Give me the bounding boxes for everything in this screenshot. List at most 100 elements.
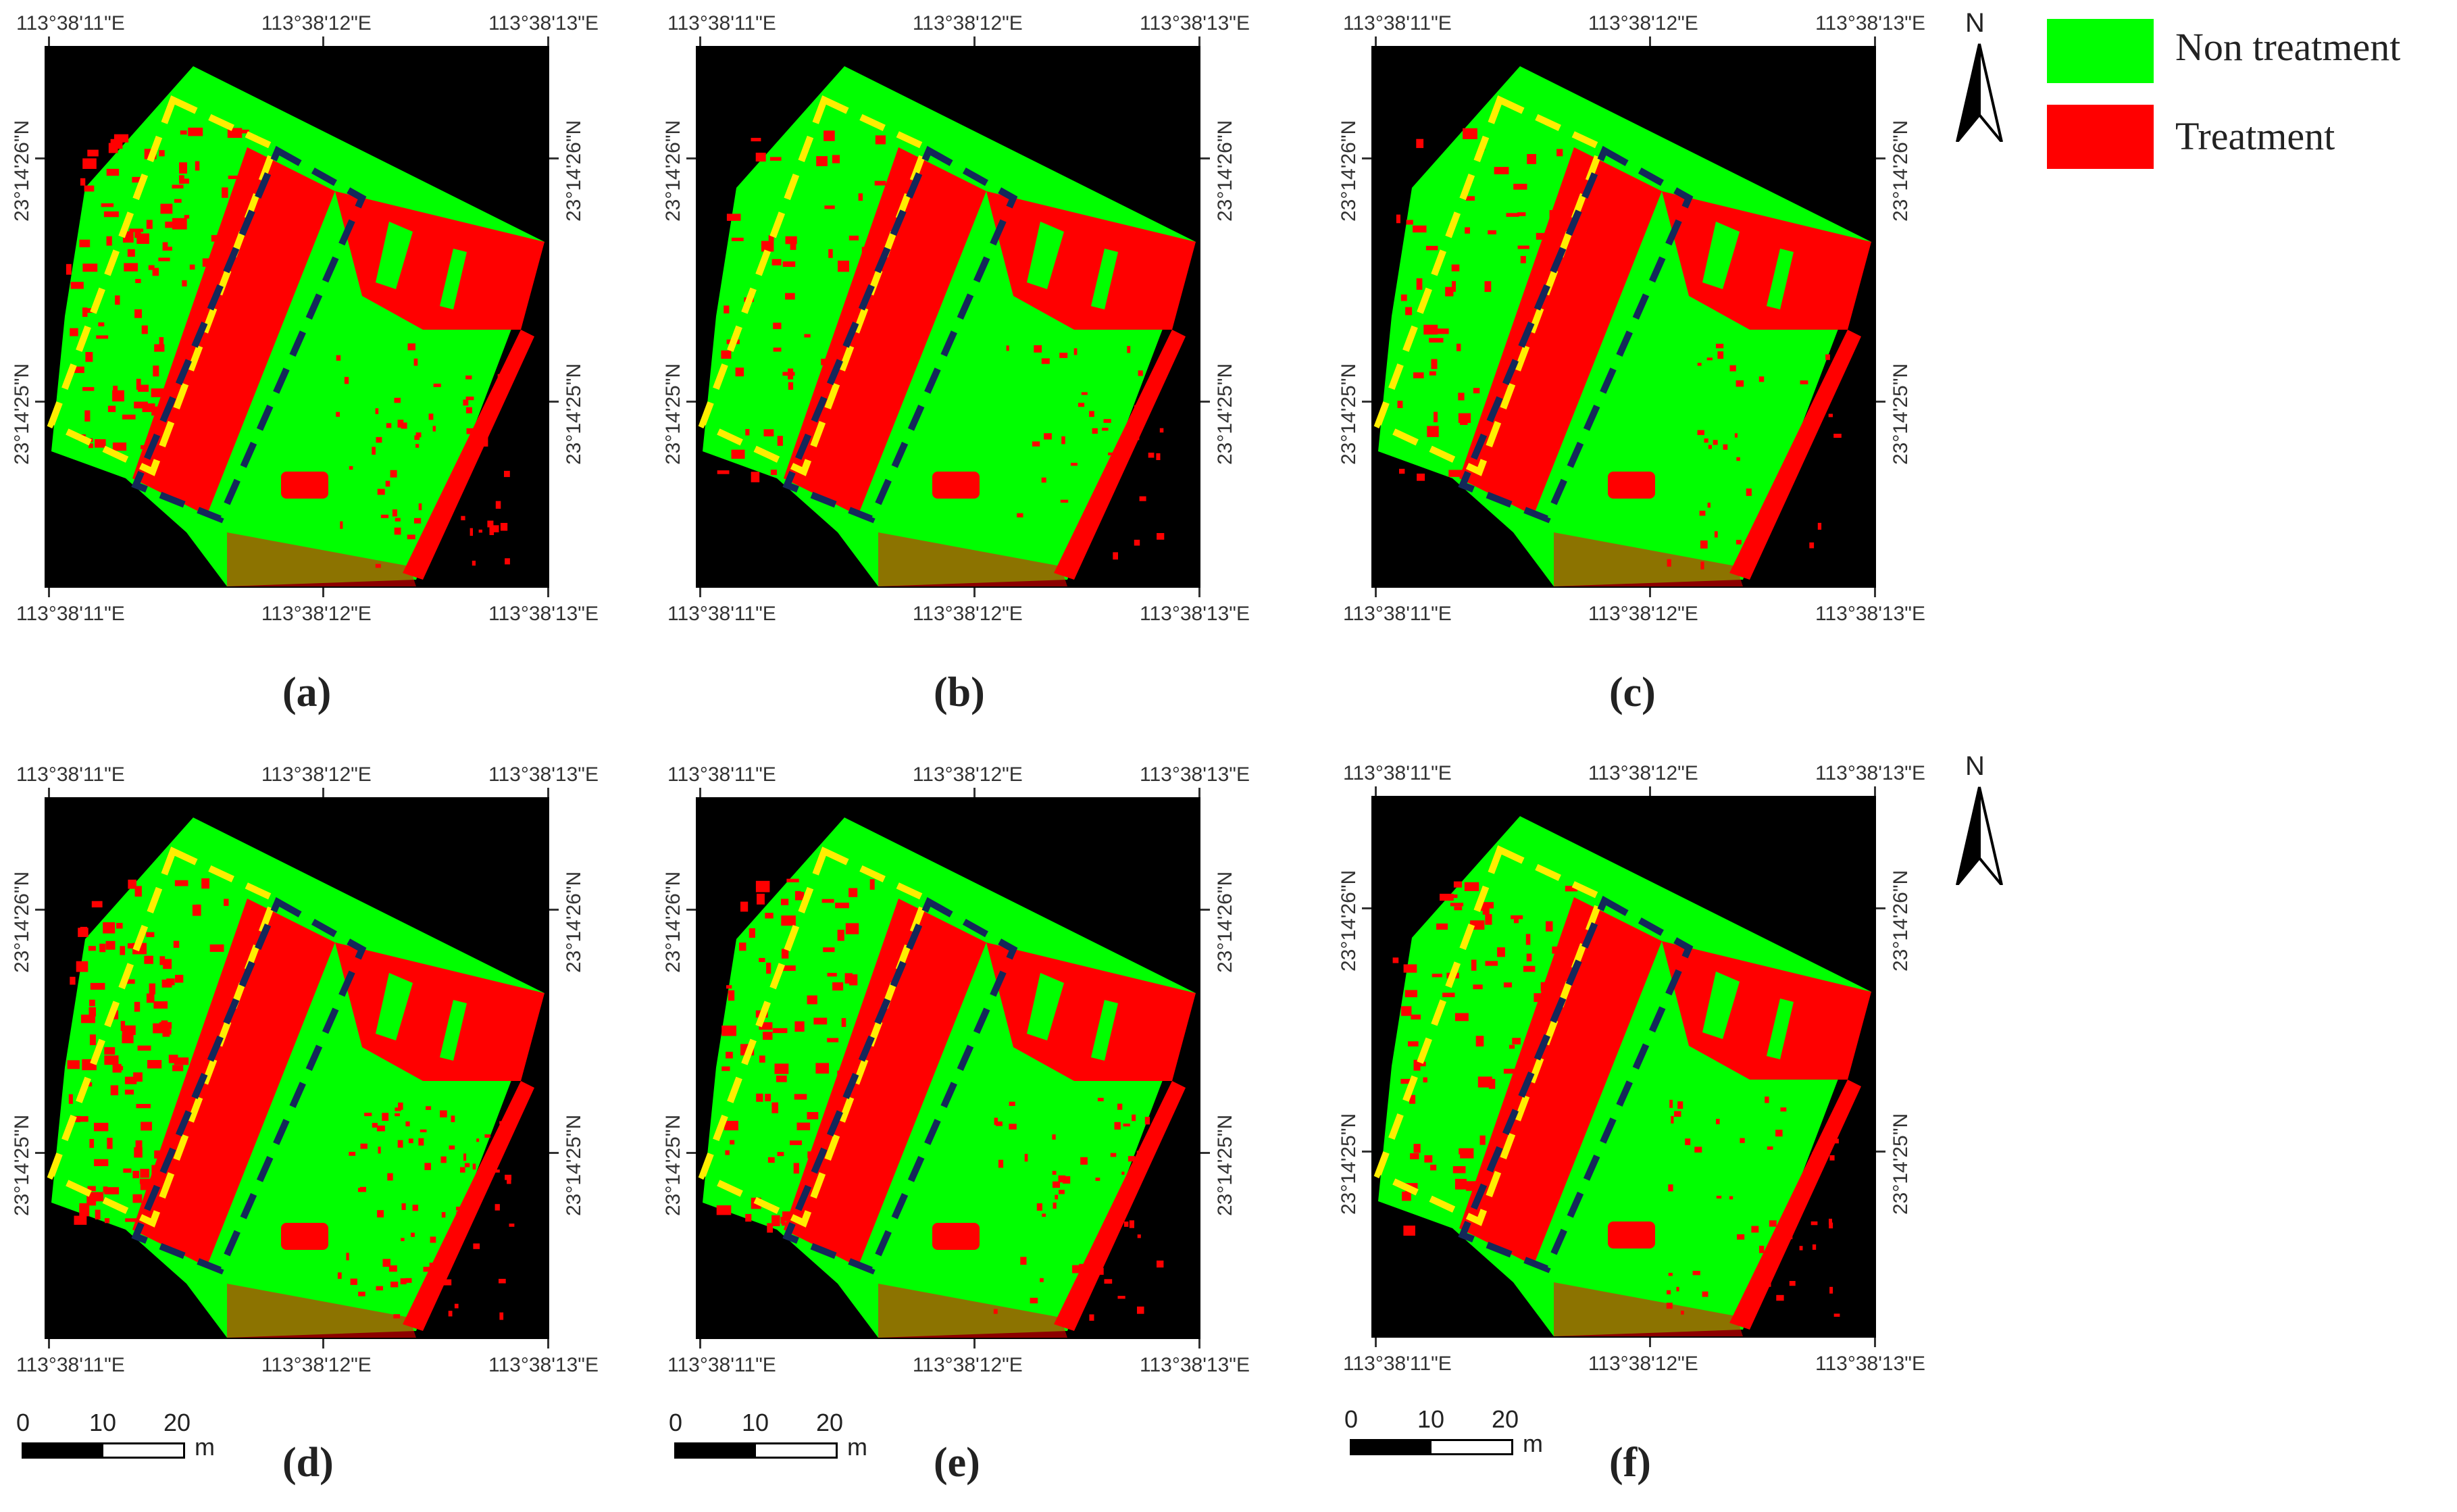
treatment-speckle — [1034, 345, 1042, 353]
treatment-speckle — [226, 997, 236, 1005]
treatment-speckle — [129, 228, 144, 232]
treatment-speckle — [382, 1259, 390, 1267]
treatment-speckle — [1523, 965, 1536, 972]
treatment-speckle — [1520, 255, 1526, 263]
treatment-speckle — [134, 401, 148, 409]
treatment-speckle — [141, 445, 148, 449]
treatment-speckle — [89, 1034, 96, 1045]
panel-caption: (d) — [282, 1440, 334, 1486]
treatment-speckle — [191, 1154, 199, 1165]
treatment-speckle — [146, 220, 153, 229]
graticule-tick — [35, 157, 45, 159]
treatment-speckle — [337, 1272, 342, 1279]
treatment-speckle — [728, 990, 735, 1001]
treatment-speckle — [166, 978, 175, 986]
treatment-speckle — [1416, 138, 1424, 149]
treatment-speckle — [1543, 1001, 1550, 1006]
treatment-patch — [281, 472, 328, 499]
treatment-speckle — [159, 150, 165, 157]
latitude-label: 23°14'26"N — [1338, 120, 1360, 222]
treatment-speckle — [1765, 1097, 1769, 1103]
longitude-label: 113°38'12"E — [261, 763, 372, 786]
treatment-speckle — [838, 260, 849, 272]
treatment-speckle — [440, 1156, 447, 1163]
treatment-speckle — [76, 961, 88, 972]
treatment-speckle — [1669, 1099, 1673, 1108]
treatment-speckle — [1053, 1181, 1060, 1188]
treatment-strip — [1459, 897, 1662, 1265]
treatment-speckle — [1484, 281, 1492, 293]
treatment-speckle — [1137, 1234, 1141, 1238]
treatment-speckle — [1072, 555, 1076, 563]
longitude-label: 113°38'12"E — [261, 1354, 372, 1376]
treatment-speckle — [463, 399, 469, 406]
treatment-speckle — [113, 134, 129, 143]
graticule-tick — [1874, 588, 1876, 597]
treatment-speckle — [159, 956, 166, 965]
treatment-speckle — [96, 335, 109, 339]
treatment-edge — [1729, 1080, 1861, 1330]
treatment-speckle — [375, 408, 379, 414]
treatment-speckle — [1089, 411, 1094, 418]
graticule-tick — [699, 788, 701, 797]
treatment-speckle — [132, 1194, 143, 1203]
treatment-speckle — [1402, 1191, 1411, 1201]
treatment-speckle — [476, 1138, 480, 1142]
non-treatment-gap — [1027, 222, 1064, 289]
treatment-speckle — [141, 1122, 152, 1131]
treatment-speckle — [759, 1055, 765, 1063]
treatment-speckle — [188, 127, 203, 136]
treatment-speckle — [82, 263, 98, 272]
treatment-speckle — [163, 959, 172, 969]
treatment-speckle — [349, 465, 353, 470]
graticule-tick — [48, 588, 50, 597]
treatment-speckle — [724, 1121, 738, 1131]
treatment-speckle — [1127, 346, 1131, 353]
graticule-tick — [549, 401, 559, 403]
treatment-speckle — [182, 420, 197, 428]
treatment-speckle — [745, 1213, 752, 1222]
treatment-speckle — [1525, 934, 1531, 945]
treatment-speckle — [137, 1045, 151, 1051]
treatment-speckle — [824, 130, 835, 141]
latitude-label: 23°14'26"N — [1214, 871, 1236, 973]
treatment-speckle — [202, 1101, 214, 1107]
treatment-speckle — [107, 405, 116, 412]
treatment-speckle — [1565, 886, 1578, 892]
graticule-tick — [1648, 588, 1651, 597]
treatment-speckle — [134, 229, 141, 238]
treatment-speckle — [1413, 1144, 1421, 1153]
non-treatment-gap — [1702, 222, 1740, 289]
treatment-speckle — [1071, 463, 1078, 466]
treatment-speckle — [154, 344, 165, 352]
treatment-speckle — [794, 1094, 807, 1100]
treatment-speckle — [1089, 1314, 1094, 1321]
treatment-speckle — [1506, 213, 1519, 217]
treatment-speckle — [1789, 1281, 1796, 1286]
treatment-block — [335, 191, 544, 330]
treatment-speckle — [405, 1121, 410, 1127]
treatment-speckle — [721, 1026, 736, 1036]
treatment-speckle — [871, 322, 885, 330]
graticule-tick — [547, 588, 549, 597]
treatment-speckle — [1804, 428, 1812, 434]
treatment-speckle — [88, 946, 96, 951]
non-treatment-gap — [1091, 249, 1118, 309]
treatment-speckle — [807, 1151, 813, 1159]
treatment-speckle — [432, 426, 436, 432]
treatment-speckle — [1520, 390, 1529, 397]
treatment-speckle — [99, 943, 106, 953]
treatment-speckle — [454, 1303, 459, 1309]
treatment-speckle — [216, 992, 230, 999]
longitude-label: 113°38'11"E — [16, 1354, 125, 1376]
treatment-speckle — [1700, 540, 1708, 549]
treatment-speckle — [161, 448, 172, 459]
treatment-speckle — [139, 1178, 153, 1184]
treatment-speckle — [761, 241, 774, 252]
treatment-speckle — [1009, 1101, 1015, 1106]
treatment-speckle — [1451, 264, 1460, 272]
treatment-speckle — [412, 1205, 418, 1211]
treatment-speckle — [134, 309, 142, 318]
treatment-speckle — [1425, 245, 1438, 251]
treatment-speckle — [74, 1215, 87, 1225]
